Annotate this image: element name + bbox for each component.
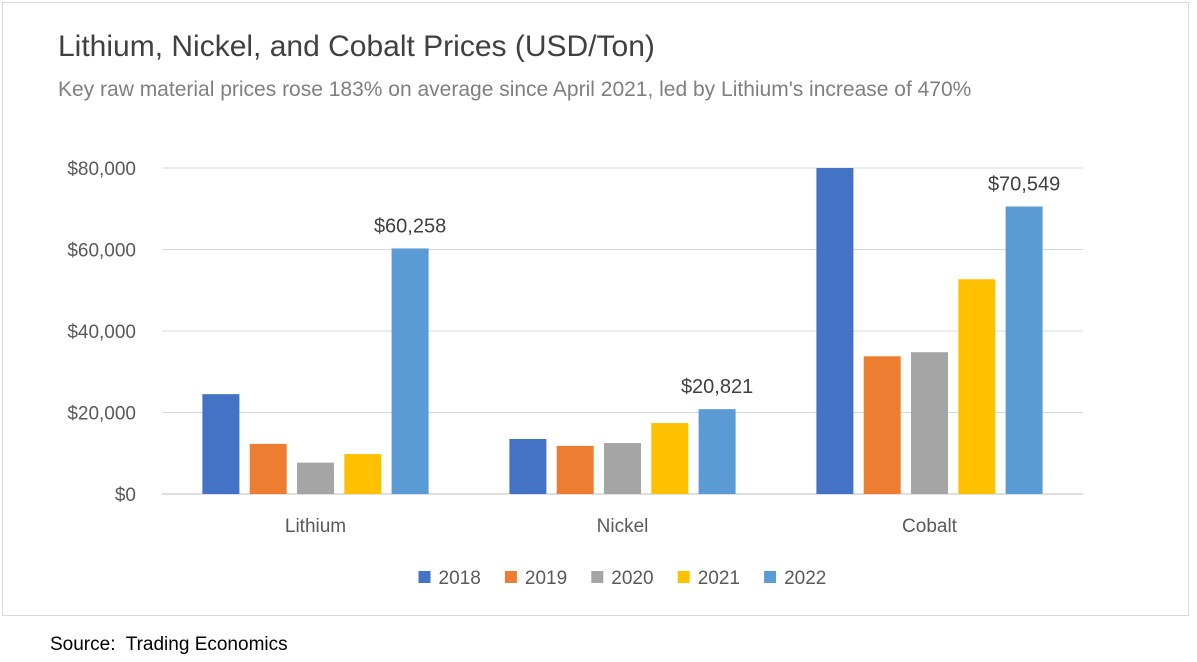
data-label: $20,821 bbox=[681, 376, 753, 398]
bar-nickel-2019 bbox=[556, 445, 594, 494]
legend-label: 2021 bbox=[698, 568, 740, 589]
bar-lithium-2020 bbox=[297, 462, 334, 494]
bar-cobalt-2022 bbox=[1005, 206, 1043, 494]
data-label: $70,549 bbox=[988, 174, 1060, 196]
legend-label: 2018 bbox=[439, 568, 481, 589]
bar-lithium-2018 bbox=[202, 394, 240, 494]
legend-label: 2022 bbox=[784, 568, 826, 589]
bar-nickel-2021 bbox=[651, 423, 689, 494]
y-tick-label: $40,000 bbox=[67, 322, 136, 343]
legend-swatch-2020 bbox=[591, 571, 604, 583]
bar-nickel-2022 bbox=[698, 409, 736, 494]
bar-nickel-2020 bbox=[604, 443, 641, 494]
bar-cobalt-2019 bbox=[863, 356, 901, 494]
legend-swatch-2022 bbox=[764, 571, 777, 583]
bar-cobalt-2021 bbox=[958, 279, 996, 494]
x-tick-label: Cobalt bbox=[902, 516, 958, 537]
x-tick-label: Nickel bbox=[597, 516, 649, 537]
legend-label: 2019 bbox=[525, 568, 567, 589]
bar-cobalt-2018 bbox=[816, 168, 854, 494]
legend-swatch-2019 bbox=[504, 571, 517, 583]
bar-lithium-2019 bbox=[249, 443, 287, 494]
legend-swatch-2021 bbox=[677, 571, 690, 583]
y-tick-label: $60,000 bbox=[67, 241, 136, 262]
y-tick-label: $20,000 bbox=[67, 404, 136, 425]
bar-nickel-2018 bbox=[509, 438, 547, 494]
chart-title: Lithium, Nickel, and Cobalt Prices (USD/… bbox=[58, 30, 655, 63]
chart-subtitle: Key raw material prices rose 183% on ave… bbox=[58, 78, 972, 101]
y-tick-label: $0 bbox=[115, 485, 136, 506]
source-note: Source: Trading Economics bbox=[50, 634, 288, 655]
y-tick-label: $80,000 bbox=[67, 159, 136, 180]
bar-lithium-2021 bbox=[344, 454, 382, 494]
legend-swatch-2018 bbox=[418, 571, 431, 583]
data-label: $60,258 bbox=[374, 215, 446, 237]
legend-label: 2020 bbox=[611, 568, 653, 589]
bar-lithium-2022 bbox=[391, 248, 429, 494]
x-tick-label: Lithium bbox=[285, 516, 346, 537]
bar-cobalt-2020 bbox=[911, 352, 948, 494]
